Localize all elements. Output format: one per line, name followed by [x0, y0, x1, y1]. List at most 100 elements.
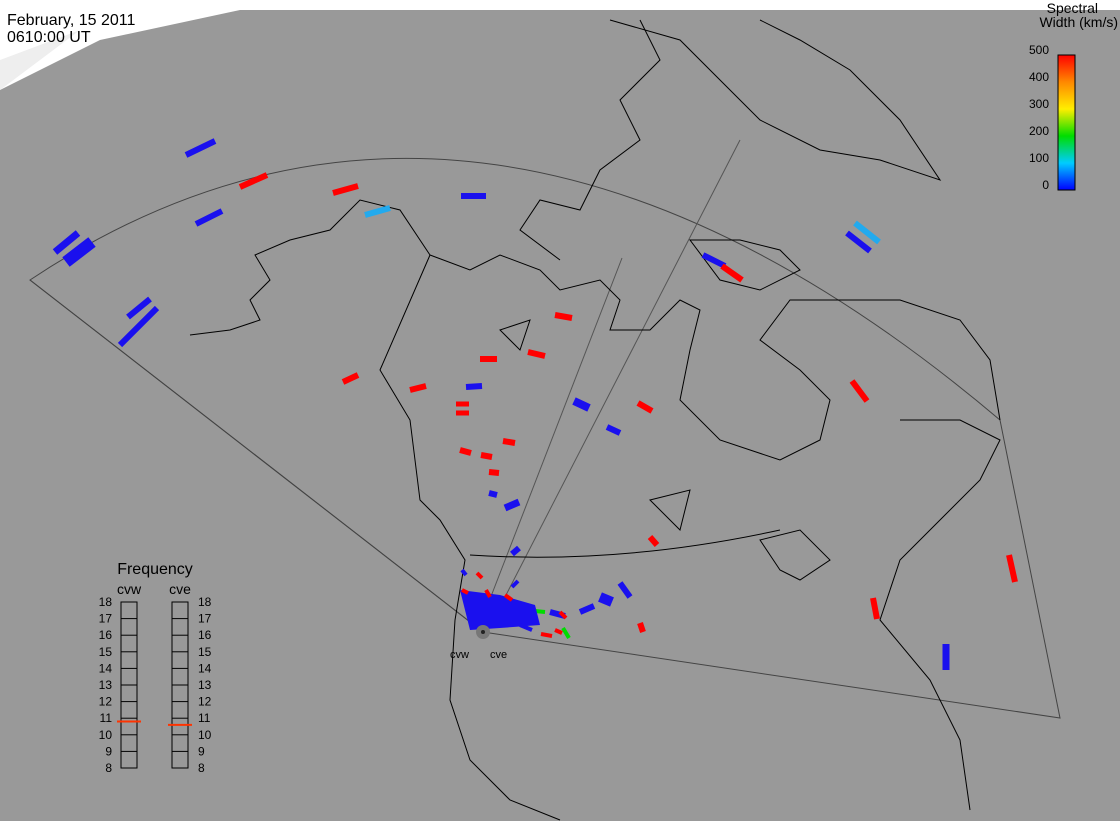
echo-low: [465, 383, 483, 390]
frequency-tick-label-cvw: 10: [99, 728, 113, 742]
echo-mid: [561, 626, 571, 640]
frequency-tick-label-cve: 11: [198, 711, 211, 725]
frequency-tick-label-cve: 9: [198, 744, 205, 758]
fov-west-edge: [29, 279, 484, 633]
echo-low: [617, 581, 633, 599]
colorbar: Spectral Width (km/s) 500 400 300 200 100 0: [1029, 0, 1118, 192]
echo-high: [484, 589, 492, 598]
frequency-tick-label-cvw: 14: [99, 661, 113, 675]
echo-high: [502, 438, 516, 446]
echo-low: [519, 623, 533, 632]
colorbar-ticks: 500 400 300 200 100 0: [1029, 43, 1049, 192]
echo-high: [1006, 554, 1018, 583]
colorbar-title-line1: Spectral: [1047, 0, 1098, 16]
echo-mid: [364, 205, 391, 218]
frequency-tick-label-cvw: 16: [99, 628, 113, 642]
frequency-panel: Frequency cvw cve 18 18 17 17 16 16 15 15 14 14 13…: [99, 561, 212, 775]
echo-mid: [534, 609, 546, 614]
near-range-echoes: [460, 590, 540, 630]
fov-outline: [29, 157, 1061, 719]
colorbar-gradient: [1057, 54, 1076, 191]
echo-high: [409, 383, 427, 393]
frequency-tick-label-cvw: 15: [99, 645, 113, 659]
radar-west-label: cvw: [450, 649, 469, 661]
echo-high: [475, 571, 484, 580]
frequency-tick-label-cve: 17: [198, 612, 212, 626]
echo-high: [488, 469, 500, 476]
frequency-tick-label-cve: 8: [198, 761, 205, 775]
frequency-tick-label-cvw: 11: [100, 711, 113, 725]
small-island-outline: [499, 319, 531, 351]
coastlines: [189, 19, 1001, 821]
colorbar-tick-label: 200: [1029, 124, 1049, 138]
echo-low: [605, 424, 622, 436]
frequency-tick-label-cve: 13: [198, 678, 212, 692]
echo-low: [52, 230, 81, 255]
echo-mid: [853, 220, 881, 245]
arctic-coast-outline: [429, 254, 1001, 461]
frequency-left-label: cvw: [117, 581, 142, 597]
frequency-tick-label-cve: 15: [198, 645, 212, 659]
echo-high: [554, 312, 573, 321]
echo-high: [554, 628, 563, 635]
frequency-tick-label-cvw: 12: [99, 695, 113, 709]
time-label: 0610:00 UT: [7, 29, 91, 46]
frequency-tick-label-cve: 18: [198, 595, 212, 609]
echo-high: [238, 172, 269, 190]
echo-low: [460, 568, 468, 577]
echo-low: [578, 603, 596, 615]
echo-low: [701, 252, 727, 269]
frequency-scale: 18 18 17 17 16 16 15 15 14 14 13 13 12 12 11 11 10 10 9 9 8 8: [99, 595, 212, 775]
echo-low: [510, 579, 520, 589]
echo-high: [527, 349, 546, 359]
baffin-outline: [689, 239, 801, 291]
great-lakes-outline: [759, 529, 831, 581]
colorbar-tick-label: 100: [1029, 151, 1049, 165]
greenland-outline: [609, 19, 942, 181]
beam-boundary-2: [487, 139, 741, 631]
echo-layer: [52, 138, 1018, 670]
beam-boundary-1: [477, 257, 623, 631]
frequency-tick-label-cve: 16: [198, 628, 212, 642]
echo-low: [845, 230, 872, 254]
colorbar-title-line2: Width (km/s): [1039, 14, 1118, 30]
echo-high: [332, 183, 359, 196]
colorbar-tick-label: 500: [1029, 43, 1049, 57]
echo-high: [480, 452, 493, 460]
echo-low: [572, 397, 591, 412]
frequency-tick-label-cve: 10: [198, 728, 212, 742]
frequency-tick-label-cvw: 9: [105, 744, 112, 758]
border-us-canada: [469, 529, 781, 558]
radar-east-label: cve: [490, 649, 507, 661]
frequency-tick-label-cve: 12: [198, 695, 212, 709]
colorbar-tick-label: 400: [1029, 70, 1049, 84]
east-coast-outline: [879, 419, 1001, 811]
terminator-shade: [0, 30, 80, 90]
echo-high: [461, 588, 469, 595]
echo-low: [117, 305, 160, 348]
echo-high: [647, 535, 660, 547]
echo-high: [341, 372, 360, 385]
frequency-tick-label-cvw: 17: [99, 612, 113, 626]
echo-low: [62, 237, 96, 267]
echo-high: [540, 632, 553, 638]
lake-outline: [649, 489, 691, 531]
colorbar-tick-label: 0: [1042, 178, 1049, 192]
echo-low: [510, 545, 521, 557]
echo-low: [488, 490, 498, 498]
echo-low: [503, 498, 521, 512]
radar-site-dot: [481, 630, 485, 634]
echo-high: [849, 379, 870, 403]
frequency-right-label: cve: [169, 581, 191, 597]
colorbar-tick-label: 300: [1029, 97, 1049, 111]
frequency-tick-label-cve: 14: [198, 661, 212, 675]
echo-low: [184, 138, 217, 158]
echo-high: [459, 447, 472, 456]
echo-high: [636, 400, 654, 414]
arctic-islands-outline: [519, 19, 661, 261]
frequency-tick-label-cvw: 13: [99, 678, 113, 692]
echo-low: [126, 296, 152, 320]
